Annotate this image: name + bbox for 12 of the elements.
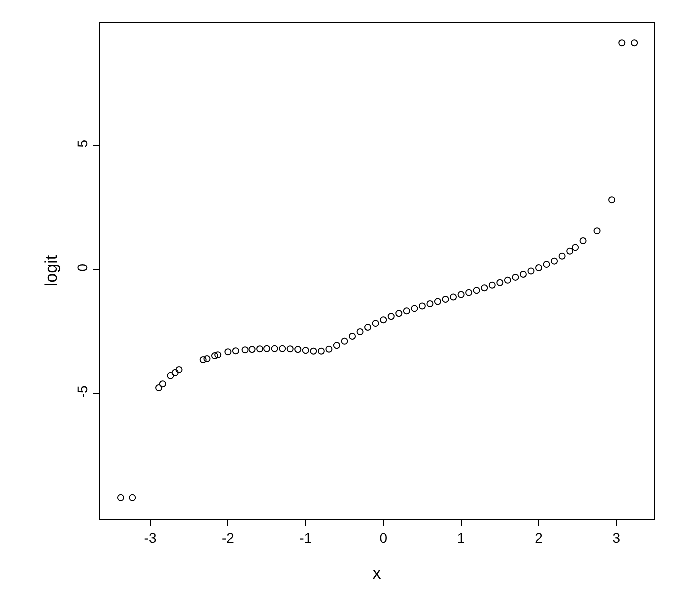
y-tick-label: -5 <box>74 385 90 398</box>
y-axis-title: logit <box>42 255 61 287</box>
x-tick-label: 3 <box>612 530 621 546</box>
x-tick-label: -1 <box>300 530 312 546</box>
x-tick-label: 0 <box>380 530 388 546</box>
x-tick-label: -3 <box>144 530 157 546</box>
y-tick-label: 5 <box>74 140 90 148</box>
y-tick-label: 0 <box>74 264 90 272</box>
x-tick-label: -2 <box>222 530 235 546</box>
x-tick-label: 2 <box>535 530 544 546</box>
x-axis-title: x <box>372 564 382 584</box>
x-tick-label: 1 <box>457 530 466 546</box>
